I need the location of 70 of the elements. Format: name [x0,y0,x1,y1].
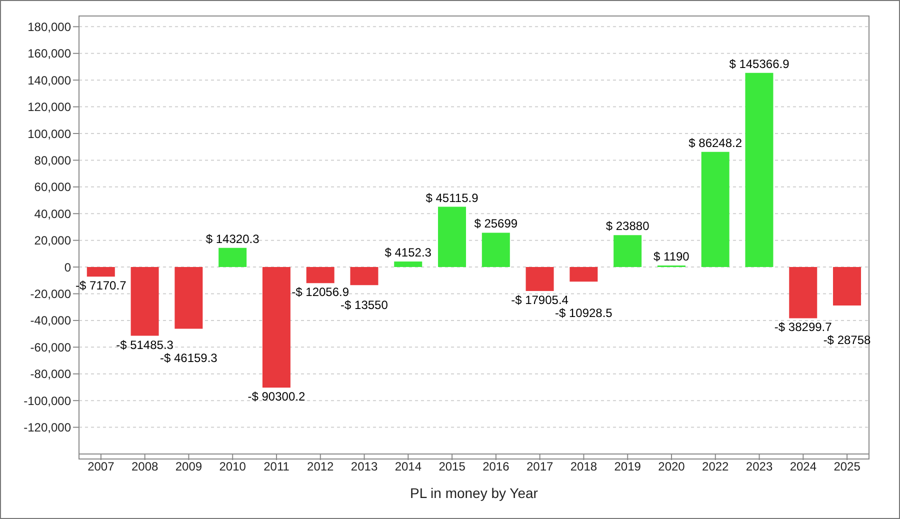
bar [614,235,642,268]
bar [833,267,862,306]
x-tick-label: 2017 [526,460,554,474]
bar [438,206,466,268]
y-tick-label: 60,000 [34,180,72,194]
data-label: -$ 51485.3 [116,338,174,352]
x-tick-label: 2013 [350,460,378,474]
data-label: $ 86248.2 [688,136,742,150]
y-tick-label: -80,000 [30,367,72,382]
bar [130,267,159,336]
data-label: $ 14320.3 [206,232,260,246]
data-label: $ 25699 [474,216,518,231]
x-tick-label: 2024 [790,460,817,474]
data-label: $ 45115.9 [426,190,479,205]
x-tick-label: 2019 [614,460,642,474]
bar [394,262,422,268]
data-label: -$ 13550 [340,298,388,312]
bar [745,72,774,268]
y-tick-label: 100,000 [28,126,72,141]
bar [262,267,290,388]
y-tick-label: 0 [64,260,72,274]
y-tick-label: -40,000 [30,314,72,328]
bar [350,267,378,286]
x-tick-label: 2018 [570,460,598,474]
data-label: -$ 28758 [823,333,872,348]
data-label: -$ 10928.5 [554,306,613,320]
x-tick-label: 2012 [307,460,334,474]
x-tick-label: 2020 [658,460,686,474]
x-tick-label: 2014 [394,460,422,474]
y-tick-label: 120,000 [28,100,72,114]
y-tick-label: -60,000 [30,340,72,354]
y-tick-label: 20,000 [34,234,72,248]
y-tick-label: -100,000 [24,394,72,408]
y-tick-label: -120,000 [24,420,72,435]
data-label: -$ 12056.9 [292,285,350,300]
data-label: -$ 38299.7 [774,320,832,334]
x-tick-label: 2011 [264,460,290,474]
x-tick-label: 2008 [131,460,159,474]
data-label: $ 23880 [606,219,650,234]
bar [174,267,203,329]
bar [86,267,115,277]
x-tick-label: 2009 [175,460,202,474]
bar [306,267,334,284]
x-tick-label: 2025 [834,460,861,474]
x-axis-title: PL in money by Year [410,485,538,501]
x-tick-label: 2022 [702,460,730,474]
x-tick-label: 2023 [746,460,773,474]
x-tick-label: 2007 [88,460,115,474]
bar [218,248,247,268]
data-label: -$ 90300.2 [248,390,306,404]
y-tick-label: 180,000 [28,20,72,34]
y-tick-label: 140,000 [28,73,72,88]
data-label: -$ 17905.4 [511,292,569,307]
y-tick-label: 160,000 [28,46,72,61]
data-label: -$ 7170.7 [76,278,127,293]
y-tick-label: -20,000 [30,287,72,302]
bar [789,267,818,318]
data-label: $ 1190 [654,249,690,264]
x-tick-label: 2015 [438,460,466,474]
data-label: -$ 46159.3 [160,350,218,365]
bar [482,232,510,268]
bar [526,267,554,291]
y-tick-label: 80,000 [34,153,72,168]
data-label: $ 145366.9 [729,56,790,71]
y-tick-label: 40,000 [34,206,72,221]
bar [701,152,730,268]
bar [570,267,598,282]
x-tick-label: 2016 [482,460,510,474]
x-tick-label: 2010 [219,460,246,474]
data-label: $ 4152.3 [384,246,432,260]
